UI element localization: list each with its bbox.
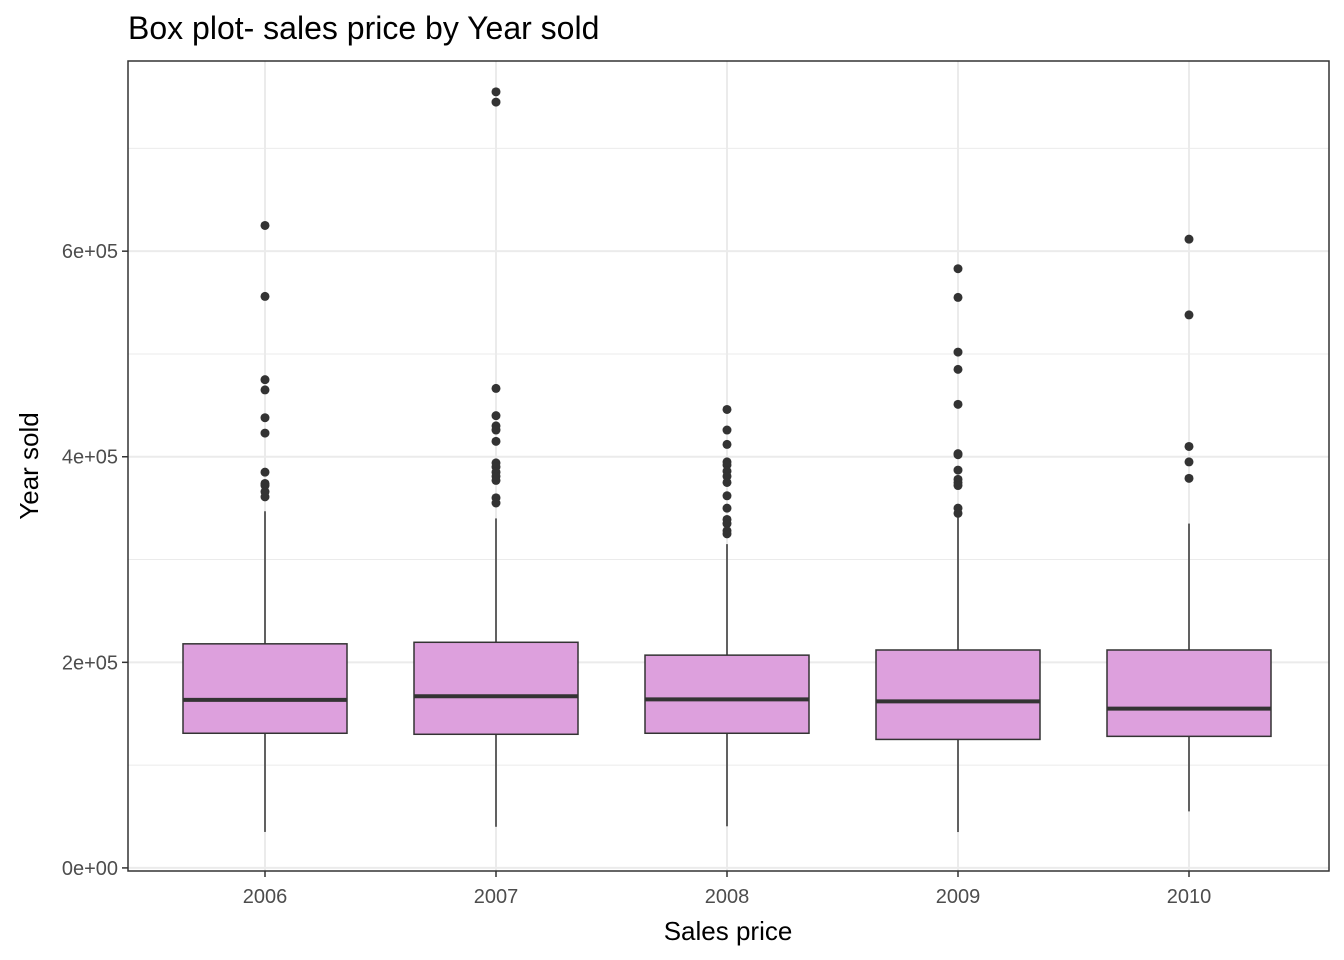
x-tick-label: 2008 <box>705 886 750 908</box>
outlier-point <box>722 529 732 539</box>
outlier-point <box>260 428 270 438</box>
outlier-point <box>722 404 732 414</box>
outlier-point <box>722 491 732 501</box>
outlier-point <box>953 264 963 274</box>
outlier-point <box>953 399 963 409</box>
axis-layer: 0e+00 2e+05 4e+05 6e+05 2006 2007 2008 2009 2010 <box>62 241 1211 908</box>
x-axis-title: Sales price <box>664 916 793 946</box>
iqr-box <box>413 641 579 736</box>
iqr-box <box>644 654 810 735</box>
outlier-point <box>1184 457 1194 467</box>
y-tick-label: 2e+05 <box>62 652 118 674</box>
iqr-box <box>875 649 1041 741</box>
outlier-point <box>953 481 963 491</box>
outlier-point <box>491 475 501 485</box>
x-tick-label: 2006 <box>243 886 288 908</box>
outlier-point <box>260 220 270 230</box>
outlier-point <box>1184 310 1194 320</box>
outlier-point <box>491 411 501 421</box>
outlier-point <box>260 375 270 385</box>
outlier-point <box>491 87 501 97</box>
y-tick-label: 4e+05 <box>62 447 118 469</box>
outlier-point <box>491 383 501 393</box>
panel-border <box>127 60 1330 872</box>
outlier-point <box>953 347 963 357</box>
box-2009 <box>875 264 1041 833</box>
outlier-point <box>260 385 270 395</box>
outlier-point <box>260 291 270 301</box>
iqr-box <box>1106 649 1272 738</box>
outlier-point <box>953 508 963 518</box>
outlier-point <box>722 477 732 487</box>
box-layer <box>182 87 1272 833</box>
iqr-box <box>182 643 348 735</box>
x-tick-label: 2007 <box>474 886 519 908</box>
outlier-point <box>722 425 732 435</box>
outlier-point <box>722 503 732 513</box>
box-2007 <box>413 87 579 827</box>
outlier-point <box>260 413 270 423</box>
outlier-point <box>953 364 963 374</box>
outlier-point <box>1184 234 1194 244</box>
outlier-point <box>260 467 270 477</box>
box-2008 <box>644 404 810 827</box>
outlier-point <box>491 436 501 446</box>
outlier-point <box>1184 473 1194 483</box>
y-tick-label: 0e+00 <box>62 858 118 880</box>
x-tick-label: 2010 <box>1167 886 1212 908</box>
outlier-point <box>491 498 501 508</box>
outlier-point <box>1184 441 1194 451</box>
y-tick-label: 6e+05 <box>62 241 118 263</box>
outlier-point <box>491 97 501 107</box>
outlier-point <box>722 471 732 481</box>
outlier-point <box>722 439 732 449</box>
box-2006 <box>182 220 348 832</box>
outlier-point <box>722 519 732 529</box>
outlier-point <box>953 465 963 475</box>
box-2010 <box>1106 234 1272 812</box>
y-axis-title: Year sold <box>14 412 44 519</box>
outlier-point <box>491 425 501 435</box>
outlier-point <box>260 492 270 502</box>
chart-title: Box plot- sales price by Year sold <box>128 10 600 46</box>
outlier-point <box>722 460 732 470</box>
x-tick-label: 2009 <box>936 886 981 908</box>
outlier-point <box>953 450 963 460</box>
outlier-point <box>260 481 270 491</box>
outlier-point <box>953 292 963 302</box>
